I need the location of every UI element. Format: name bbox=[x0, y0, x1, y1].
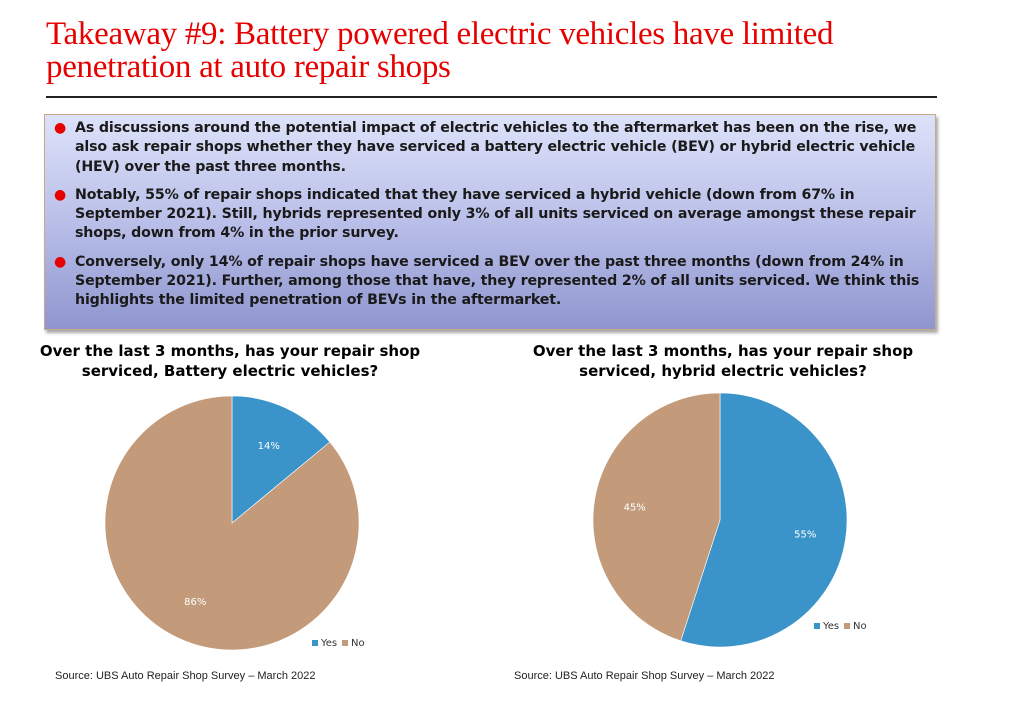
page-title-line-2: penetration at auto repair shops bbox=[46, 49, 451, 85]
hev-chart-title-line-1: Over the last 3 months, has your repair … bbox=[532, 342, 914, 360]
hev-legend-swatch-yes bbox=[814, 623, 820, 629]
hev-legend-label-yes: Yes bbox=[822, 621, 839, 632]
takeaway-bullets-box: ● As discussions around the potential im… bbox=[44, 114, 936, 330]
hev-pie-chart: 55% 45% Yes No bbox=[592, 392, 867, 648]
hev-legend-swatch-no bbox=[844, 623, 850, 629]
bullet-item: ● As discussions around the potential im… bbox=[53, 119, 929, 177]
bev-chart-source: Source: UBS Auto Repair Shop Survey – Ma… bbox=[55, 670, 316, 682]
hev-chart-source: Source: UBS Auto Repair Shop Survey – Ma… bbox=[514, 670, 775, 682]
bullet-dot-icon: ● bbox=[54, 120, 67, 136]
page-title: Takeaway #9: Battery powered electric ve… bbox=[46, 18, 946, 84]
bev-legend-swatch-no bbox=[342, 640, 348, 646]
bullet-dot-icon: ● bbox=[54, 186, 67, 203]
bev-legend-swatch-yes bbox=[312, 640, 318, 646]
bullet-text: Notably, 55% of repair shops indicated t… bbox=[75, 186, 916, 242]
bev-legend-label-no: No bbox=[351, 638, 365, 649]
hev-slice-no bbox=[592, 392, 721, 642]
bev-data-label-yes: 14% bbox=[258, 441, 280, 452]
hev-data-label-no: 45% bbox=[624, 502, 646, 513]
bullet-item: ● Conversely, only 14% of repair shops h… bbox=[53, 253, 929, 311]
bullet-dot-icon: ● bbox=[54, 253, 67, 270]
hev-slice-yes bbox=[680, 392, 848, 648]
hev-legend-label-no: No bbox=[853, 621, 867, 632]
bev-chart-title: Over the last 3 months, has your repair … bbox=[30, 341, 430, 381]
hev-data-label-yes: 55% bbox=[794, 530, 816, 541]
hev-chart-title: Over the last 3 months, has your repair … bbox=[523, 341, 923, 381]
hev-chart-title-line-2: serviced, hybrid electric vehicles? bbox=[579, 362, 867, 380]
bev-data-label-no: 86% bbox=[184, 597, 206, 608]
page-title-line-1: Takeaway #9: Battery powered electric ve… bbox=[46, 16, 834, 52]
bev-slice-no bbox=[104, 395, 360, 651]
bev-chart-title-line-1: Over the last 3 months, has your repair … bbox=[39, 342, 421, 360]
bev-pie-chart: 14% 86% Yes No bbox=[104, 395, 365, 651]
bullet-text: As discussions around the potential impa… bbox=[75, 120, 917, 175]
bev-slice-yes bbox=[231, 395, 331, 524]
bev-chart-title-line-2: serviced, Battery electric vehicles? bbox=[81, 362, 379, 380]
bev-legend-label-yes: Yes bbox=[320, 638, 337, 649]
bullet-item: ● Notably, 55% of repair shops indicated… bbox=[53, 186, 929, 244]
title-divider bbox=[46, 96, 937, 98]
bullet-text: Conversely, only 14% of repair shops hav… bbox=[75, 253, 920, 309]
